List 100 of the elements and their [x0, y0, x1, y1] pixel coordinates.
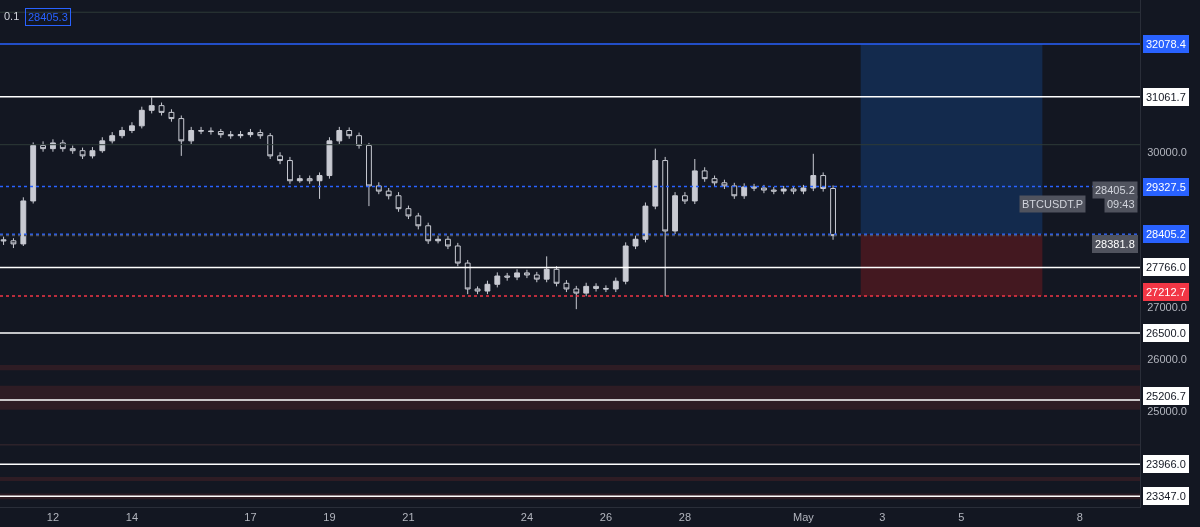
candlestick [800, 184, 807, 195]
candlestick [790, 185, 797, 195]
x-tick-label: 5 [958, 511, 965, 524]
candlestick [316, 171, 323, 200]
candlestick [346, 126, 353, 140]
candlestick [277, 151, 283, 165]
x-tick-label: May [793, 511, 815, 524]
x-tick-label: 28 [678, 511, 692, 524]
candlestick [820, 171, 827, 193]
x-tick-label: 24 [520, 511, 534, 524]
y-tick-label: 25000.0 [1147, 404, 1187, 417]
ref-line-label: 23347.0 [1146, 490, 1186, 502]
ref-line-label: 29327.5 [1146, 181, 1186, 193]
candlestick [642, 201, 649, 243]
candlestick [751, 183, 757, 192]
x-tick-label: 19 [323, 511, 336, 524]
y-tick-label: 27000.0 [1147, 300, 1187, 313]
candlestick [533, 271, 540, 283]
candlestick [721, 179, 728, 190]
candlestick [425, 222, 432, 245]
candlestick [336, 126, 343, 145]
candlestick [622, 241, 629, 285]
candlestick [306, 175, 313, 185]
candlestick [257, 128, 264, 140]
annotation: 0.1 [4, 10, 20, 22]
candlestick [227, 130, 234, 140]
candlestick [810, 153, 817, 192]
candlestick [198, 126, 204, 135]
candlestick [10, 237, 17, 249]
ref-line-label: 27766.0 [1146, 261, 1186, 273]
candlestick [474, 285, 481, 295]
candlestick [415, 212, 422, 230]
candlestick [188, 126, 195, 145]
candlestick [652, 148, 659, 210]
candlestick [563, 279, 570, 293]
ref-line-label: 32078.4 [1146, 38, 1186, 50]
candlestick [69, 145, 76, 155]
annotation: 09:43 [1107, 198, 1135, 210]
candlestick [79, 147, 86, 160]
candlestick [366, 142, 372, 207]
candlestick [454, 242, 461, 267]
candlestick [543, 255, 550, 283]
candlestick [385, 187, 392, 200]
candlestick [208, 126, 214, 136]
candlestick [30, 141, 37, 205]
ref-line-label: 26500.0 [1146, 327, 1186, 339]
candlestick [603, 284, 609, 293]
candlestick [701, 166, 708, 183]
candlestick [445, 235, 451, 250]
candlestick [741, 182, 748, 200]
candlestick [691, 158, 698, 205]
candlestick [129, 121, 135, 134]
candlestick [237, 130, 244, 139]
candlestick [672, 191, 678, 235]
candlestick [464, 259, 471, 295]
x-tick-label: 8 [1076, 511, 1083, 524]
candlestick [711, 175, 718, 187]
candlestick [178, 114, 185, 157]
candlestick [514, 268, 520, 281]
annotation: 28405.2 [1095, 184, 1135, 196]
candlestick [296, 174, 303, 184]
candlestick [662, 156, 669, 297]
x-tick-label: 17 [244, 511, 257, 524]
candlestick [40, 140, 46, 153]
ref-line-label: 25206.7 [1146, 390, 1186, 402]
ref-line-label: 31061.7 [1146, 91, 1186, 103]
candlestick [217, 128, 224, 139]
candlestick [780, 185, 787, 195]
candlestick [484, 280, 491, 295]
candlestick [731, 182, 738, 200]
candlestick [247, 128, 254, 138]
candlestick [583, 282, 590, 297]
candlestick [168, 108, 175, 123]
x-tick-label: 3 [879, 511, 886, 524]
candlestick [524, 269, 530, 279]
candlestick [405, 205, 412, 220]
ref-line-label: 23966.0 [1146, 458, 1186, 470]
candlestick [553, 265, 560, 287]
ref-line-label: 28405.2 [1146, 228, 1186, 240]
annotation: BTCUSDT.P [1022, 198, 1084, 210]
candlestick [375, 181, 382, 195]
x-tick-label: 14 [125, 511, 139, 524]
candlestick [682, 191, 688, 205]
x-tick-label: 21 [402, 511, 415, 524]
candlestick [761, 184, 767, 194]
candlestick [119, 126, 125, 139]
candlestick [158, 102, 165, 116]
candlestick [326, 136, 333, 180]
candlestick [593, 282, 599, 293]
candlestick [267, 132, 274, 160]
y-tick-label: 30000.0 [1147, 145, 1187, 158]
ref-line-label: 27212.7 [1146, 286, 1186, 298]
candlestick [612, 277, 619, 293]
candlestick [99, 136, 106, 154]
candlestick [573, 285, 580, 310]
candlestick [632, 235, 639, 250]
candlestick [395, 191, 402, 213]
annotation: 28405.3 [28, 11, 68, 23]
candlestick [504, 272, 511, 282]
candlestick [20, 196, 27, 247]
